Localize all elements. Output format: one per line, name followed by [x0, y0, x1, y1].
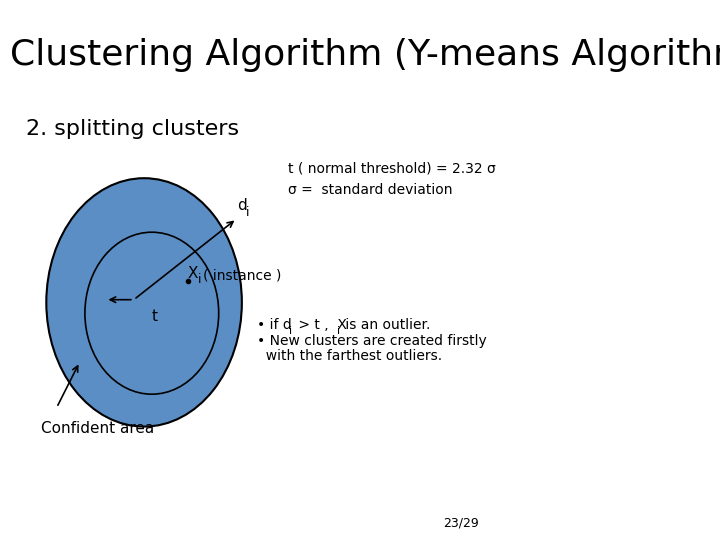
Text: Clustering Algorithm (Y-means Algorithm): Clustering Algorithm (Y-means Algorithm)	[10, 38, 720, 72]
Text: i: i	[337, 326, 340, 336]
Text: d: d	[237, 198, 246, 213]
Text: ( instance ): ( instance )	[203, 269, 282, 283]
Text: Confident area: Confident area	[41, 421, 154, 436]
Text: > t ,  X: > t , X	[294, 318, 347, 332]
Text: with the farthest outliers.: with the farthest outliers.	[257, 349, 442, 363]
Text: t ( normal threshold) = 2.32 σ
σ =  standard deviation: t ( normal threshold) = 2.32 σ σ = stand…	[288, 162, 496, 197]
Text: i: i	[289, 326, 292, 336]
Text: i: i	[246, 206, 249, 219]
Text: is an outlier.: is an outlier.	[341, 318, 430, 332]
Text: t: t	[152, 309, 158, 324]
Text: i: i	[198, 273, 202, 286]
Text: 23/29: 23/29	[443, 516, 479, 529]
Ellipse shape	[85, 232, 219, 394]
Text: X: X	[188, 266, 198, 281]
Text: 2. splitting clusters: 2. splitting clusters	[26, 119, 239, 139]
Text: • New clusters are created firstly: • New clusters are created firstly	[257, 334, 487, 348]
Ellipse shape	[46, 178, 242, 427]
Text: • if d: • if d	[257, 318, 292, 332]
